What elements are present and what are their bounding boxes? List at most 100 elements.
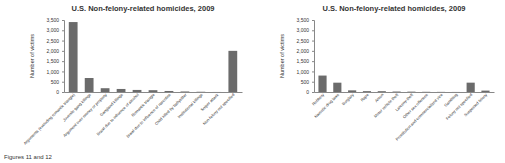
tick-label: Non-felony not specified [202, 92, 236, 126]
tick: 3,000 [296, 27, 314, 33]
tick-label: Suspected felony [463, 92, 488, 117]
y-axis-line [62, 21, 65, 93]
tick: 1,500 [46, 58, 64, 64]
bar [117, 89, 126, 92]
tick-label: 2,500 [46, 38, 59, 44]
tick-label: Rape [359, 92, 370, 103]
y-axis-title: Number of victims [279, 34, 285, 78]
caption: Figures 11 and 12 [4, 154, 53, 160]
tick-label: 1,500 [46, 58, 59, 64]
tick-mark [62, 51, 64, 52]
tick-label: 3,000 [296, 27, 309, 33]
tick-mark [62, 92, 64, 93]
bar [348, 90, 356, 92]
tick: Narcotic drug laws [313, 92, 340, 119]
x-axis-line [315, 92, 495, 93]
bar [165, 91, 174, 92]
tick: 0 [56, 89, 64, 95]
tick-label: Arson [374, 92, 385, 103]
tick: 500 [301, 79, 314, 85]
tick: 500 [51, 79, 64, 85]
bar [133, 90, 142, 92]
bar [452, 91, 460, 92]
tick: Arson [374, 92, 385, 103]
tick-label: 3,500 [46, 17, 59, 23]
tick: 1,500 [296, 58, 314, 64]
tick: Prostitution and commercialized vice [394, 92, 444, 142]
tick: Suspected felony [463, 92, 488, 117]
tick-mark [312, 30, 314, 31]
plot-area [318, 76, 489, 92]
x-axis: RobberyNarcotic drug lawsBurglaryRapeArs… [311, 92, 495, 142]
tick-mark [62, 20, 64, 21]
tick: 2,000 [296, 48, 314, 54]
tick: Other sex offenses [402, 92, 429, 119]
tick-label: 500 [301, 79, 310, 85]
y-axis: 0 500 1,000 1,500 2,000 2,500 3,000 3,500 [296, 17, 314, 95]
bar [378, 91, 386, 92]
tick-label: Narcotic drug laws [313, 92, 340, 119]
tick-label: 3,500 [296, 17, 309, 23]
bar [69, 22, 78, 92]
bar [437, 91, 445, 92]
tick: Rape [359, 92, 370, 103]
bar [393, 91, 401, 92]
tick: Juvenile gang killings [62, 92, 92, 122]
tick: Institutional killings [176, 92, 203, 119]
tick: Burglary [341, 92, 355, 106]
y-axis-title: Number of victims [29, 34, 35, 78]
y-axis: 0 500 1,000 1,500 2,000 2,500 3,000 3,500 [46, 17, 64, 95]
tick-label: Burglary [341, 92, 355, 106]
bar [181, 91, 190, 92]
bar [149, 90, 158, 92]
tick-label: 500 [51, 79, 60, 85]
bar [101, 88, 110, 92]
bar [481, 91, 489, 92]
chart-title: U.S. Non-felony-related homicides, 2009 [72, 4, 215, 13]
tick: Non-felony not specified [202, 92, 236, 126]
tick: 2,500 [46, 38, 64, 44]
figure: U.S. Non-felony-related homicides, 2009 N… [0, 0, 505, 163]
chart: U.S. Non-felony-related homicides, 2009 N… [22, 4, 242, 146]
chart: U.S. Non-felony-related homicides, 2009 N… [279, 4, 495, 142]
tick: 2,500 [296, 38, 314, 44]
tick-label: Juvenile gang killings [62, 92, 92, 122]
tick-mark [312, 92, 314, 93]
tick-mark [312, 41, 314, 42]
bar [333, 83, 341, 92]
plot-area [69, 22, 237, 92]
tick-label: 0 [56, 89, 59, 95]
bar [407, 91, 415, 92]
tick: 3,000 [46, 27, 64, 33]
bar [85, 78, 94, 92]
x-axis: Arguments (excluding romantic triangle)J… [22, 92, 242, 146]
tick-label: 0 [306, 89, 309, 95]
tick-mark [312, 82, 314, 83]
tick-label: 2,000 [46, 48, 59, 54]
tick-mark [62, 61, 64, 62]
tick: 3,500 [296, 17, 314, 23]
tick-label: Institutional killings [176, 92, 203, 119]
tick-label: Motor vehicle theft [373, 92, 400, 119]
tick-mark [62, 30, 64, 31]
tick-label: Prostitution and commercialized vice [394, 92, 444, 142]
bar [228, 51, 237, 92]
bar [422, 91, 430, 92]
bar [363, 91, 371, 92]
tick-mark [312, 20, 314, 21]
bar [467, 83, 475, 92]
tick-mark [312, 61, 314, 62]
tick-label: Other sex offenses [402, 92, 429, 119]
tick: 1,000 [296, 69, 314, 75]
chart-title: U.S. Non-felony-related homicides, 2009 [323, 4, 466, 13]
bar [197, 91, 206, 92]
tick: 3,500 [46, 17, 64, 23]
tick-mark [312, 51, 314, 52]
tick-mark [62, 82, 64, 83]
tick-label: 1,000 [46, 69, 59, 75]
tick: 2,000 [46, 48, 64, 54]
tick-label: 3,000 [46, 27, 59, 33]
bar [212, 91, 221, 92]
tick-mark [62, 71, 64, 72]
tick-label: 1,500 [296, 58, 309, 64]
